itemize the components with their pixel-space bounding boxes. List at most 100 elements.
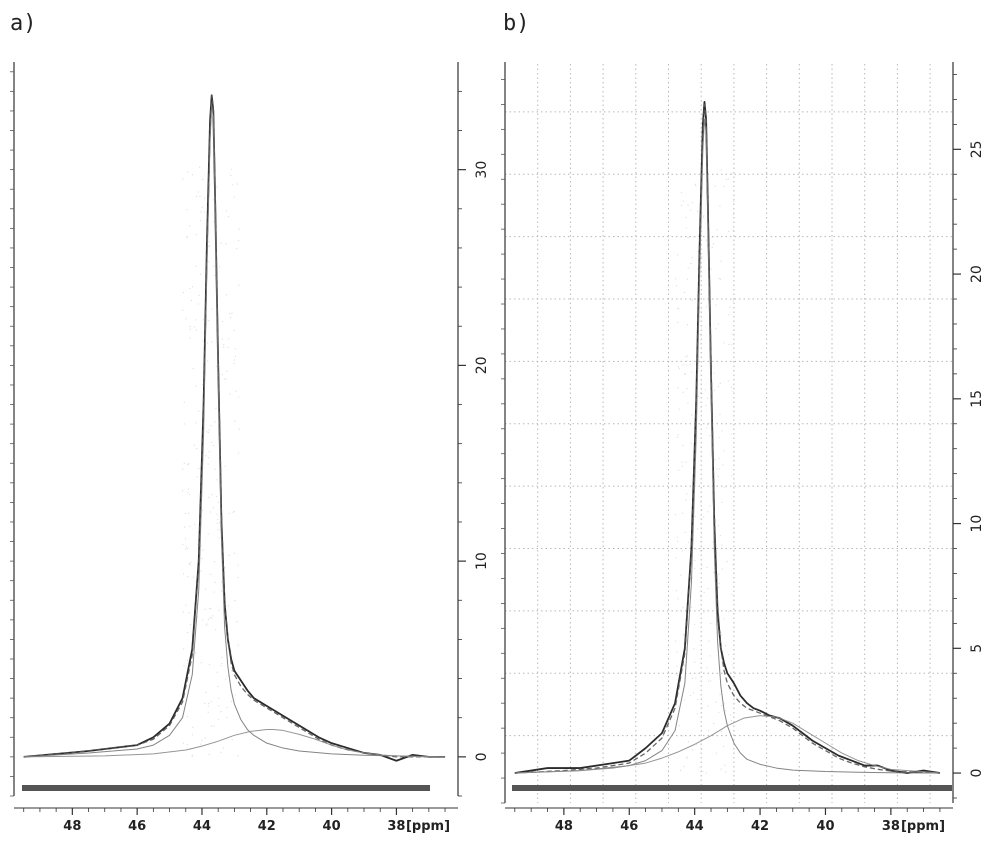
speckle-dot: [192, 286, 193, 287]
speckle-dot: [189, 526, 190, 527]
speckle-dot: [218, 529, 219, 530]
speckle-dot: [209, 617, 210, 618]
speckle-dot: [733, 300, 734, 301]
speckle-dot: [192, 734, 193, 735]
speckle-dot: [682, 466, 683, 467]
speckle-dot: [216, 514, 217, 515]
speckle-dot: [691, 443, 692, 444]
speckle-dot: [718, 458, 719, 459]
speckle-dot: [678, 367, 679, 368]
speckle-dot: [208, 705, 209, 706]
speckle-dot: [196, 234, 197, 235]
speckle-dot: [189, 326, 190, 327]
speckle-dot: [685, 462, 686, 463]
speckle-dot: [694, 662, 695, 663]
speckle-dot: [207, 463, 208, 464]
speckle-dot: [703, 216, 704, 217]
speckle-dot: [690, 263, 691, 264]
peak-speckle: [675, 169, 734, 773]
speckle-dot: [695, 549, 696, 550]
speckle-dot: [700, 502, 701, 503]
speckle-dot: [222, 321, 223, 322]
speckle-dot: [716, 304, 717, 305]
speckle-dot: [192, 174, 193, 175]
speckle-dot: [721, 634, 722, 635]
speckle-dot: [202, 341, 203, 342]
speckle-dot: [708, 705, 709, 706]
speckle-dot: [233, 363, 234, 364]
speckle-dot: [227, 707, 228, 708]
speckle-dot: [200, 220, 201, 221]
speckle-dot: [721, 545, 722, 546]
speckle-dot: [689, 236, 690, 237]
speckle-dot: [184, 423, 185, 424]
speckle-dot: [186, 236, 187, 237]
speckle-dot: [211, 341, 212, 342]
speckle-dot: [708, 730, 709, 731]
speckle-dot: [238, 396, 239, 397]
speckle-dot: [722, 464, 723, 465]
speckle-dot: [202, 207, 203, 208]
speckle-dot: [695, 298, 696, 299]
speckle-dot: [214, 421, 215, 422]
x-tick-label: 46: [620, 819, 638, 834]
speckle-dot: [694, 560, 695, 561]
speckle-dot: [193, 577, 194, 578]
speckle-dot: [731, 594, 732, 595]
series-fit-sum: [24, 95, 445, 757]
peak-speckle: [182, 166, 240, 756]
speckle-dot: [219, 537, 220, 538]
speckle-dot: [696, 744, 697, 745]
speckle-dot: [718, 712, 719, 713]
speckle-dot: [718, 323, 719, 324]
speckle-dot: [728, 654, 729, 655]
speckle-dot: [676, 557, 677, 558]
speckle-dot: [723, 450, 724, 451]
speckle-dot: [678, 470, 679, 471]
speckle-dot: [732, 333, 733, 334]
speckle-dot: [238, 285, 239, 286]
speckle-dot: [225, 243, 226, 244]
speckle-dot: [719, 205, 720, 206]
speckle-dot: [200, 211, 201, 212]
x-tick-label: 38: [882, 819, 900, 834]
speckle-dot: [208, 533, 209, 534]
speckle-dot: [190, 338, 191, 339]
speckle-dot: [713, 723, 714, 724]
speckle-dot: [221, 663, 222, 664]
speckle-dot: [185, 318, 186, 319]
speckle-dot: [693, 648, 694, 649]
speckle-dot: [682, 735, 683, 736]
speckle-dot: [205, 589, 206, 590]
speckle-dot: [195, 385, 196, 386]
speckle-dot: [231, 169, 232, 170]
y-tick-label: 10: [969, 515, 985, 533]
speckle-dot: [700, 334, 701, 335]
speckle-dot: [215, 468, 216, 469]
speckle-dot: [685, 356, 686, 357]
speckle-dot: [690, 695, 691, 696]
speckle-dot: [680, 575, 681, 576]
speckle-dot: [682, 364, 683, 365]
speckle-dot: [684, 292, 685, 293]
speckle-dot: [678, 308, 679, 309]
speckle-dot: [692, 257, 693, 258]
speckle-dot: [731, 387, 732, 388]
speckle-dot: [721, 705, 722, 706]
speckle-dot: [229, 313, 230, 314]
speckle-dot: [697, 699, 698, 700]
speckle-dot: [701, 509, 702, 510]
y-tick-label: 25: [969, 140, 985, 158]
speckle-dot: [700, 392, 701, 393]
speckle-dot: [188, 562, 189, 563]
speckle-dot: [706, 306, 707, 307]
speckle-dot: [199, 166, 200, 167]
speckle-dot: [211, 442, 212, 443]
speckle-dot: [231, 670, 232, 671]
speckle-dot: [223, 748, 224, 749]
speckle-dot: [683, 392, 684, 393]
speckle-dot: [192, 756, 193, 757]
speckle-dot: [187, 744, 188, 745]
speckle-dot: [698, 235, 699, 236]
speckle-dot: [684, 699, 685, 700]
